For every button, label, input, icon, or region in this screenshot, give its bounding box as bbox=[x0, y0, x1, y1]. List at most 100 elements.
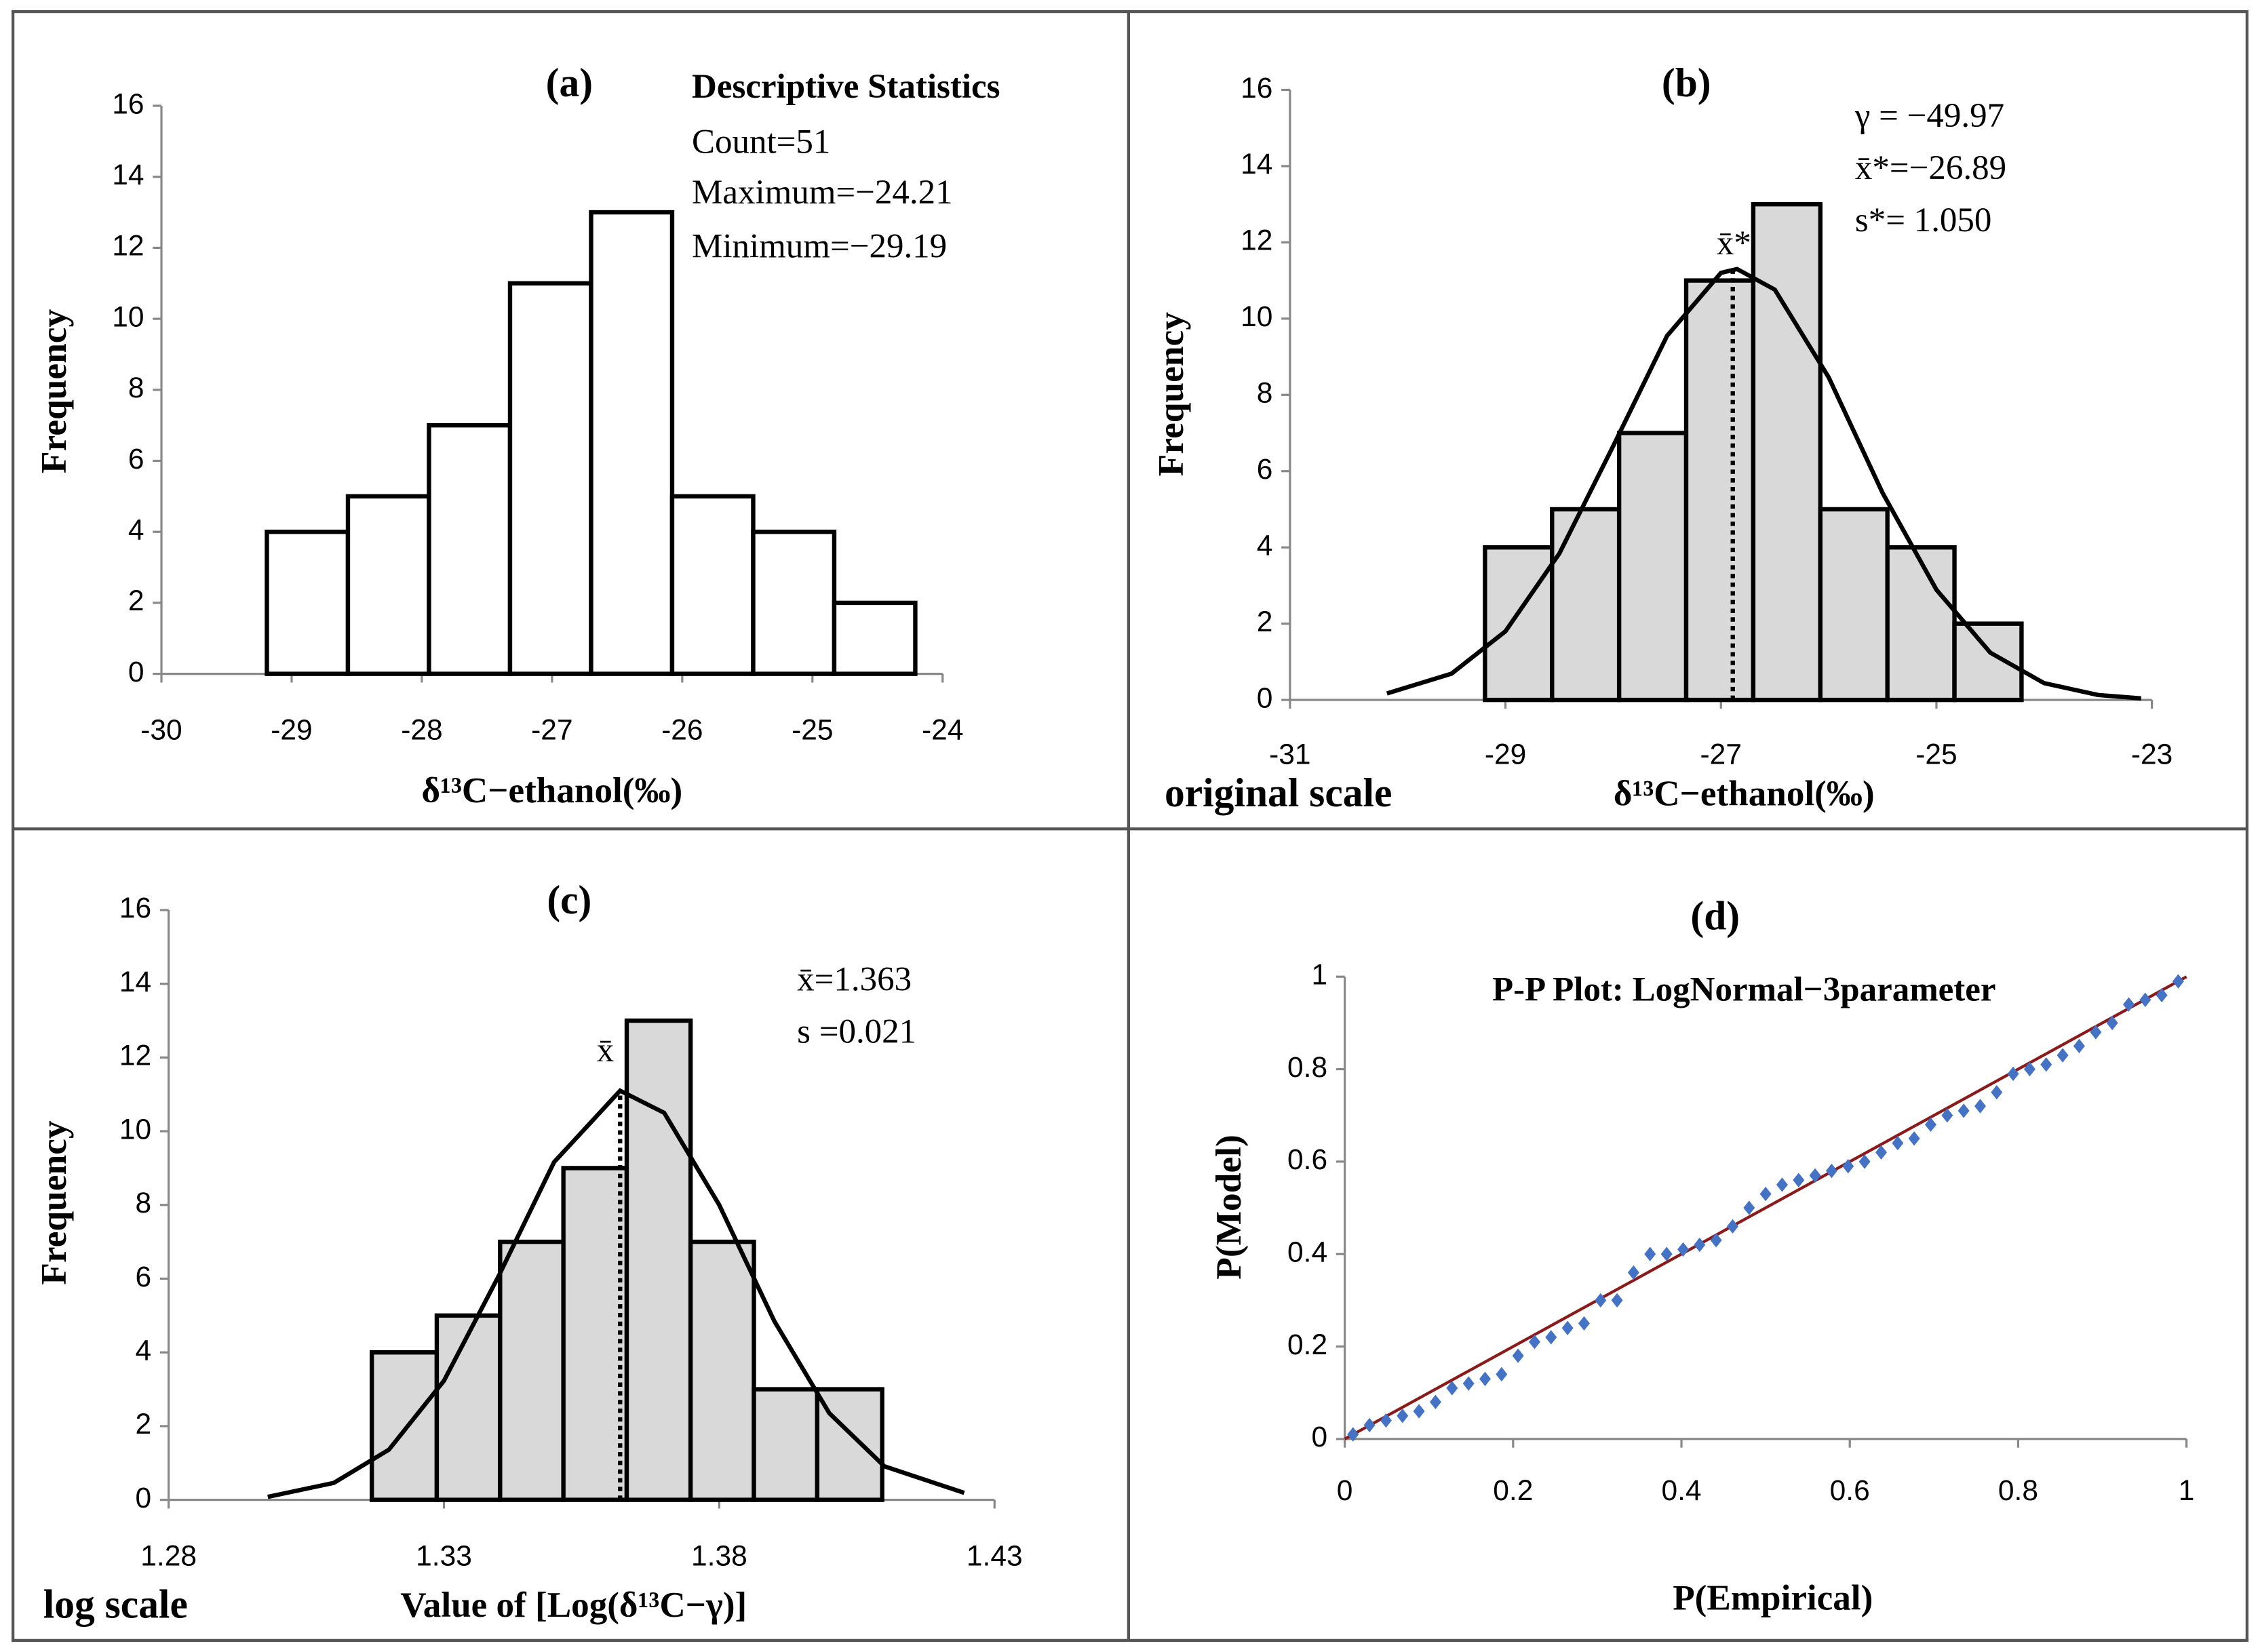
y-tick-label: 10 bbox=[1241, 300, 1272, 333]
y-tick-label: 10 bbox=[119, 1113, 151, 1145]
y-tick-label: 4 bbox=[135, 1334, 151, 1366]
bar bbox=[624, 1018, 693, 1502]
y-tick-label: 16 bbox=[112, 87, 144, 120]
y-axis-label: Frequency bbox=[34, 1120, 74, 1285]
x-axis-label: P(Empirical) bbox=[1673, 1577, 1873, 1617]
bar bbox=[498, 1239, 566, 1502]
y-tick-label: 6 bbox=[1257, 453, 1273, 486]
annotation: x̄=1.363 bbox=[797, 960, 912, 998]
y-tick-label: 0 bbox=[1257, 682, 1273, 714]
x-tick-label: 1.43 bbox=[967, 1539, 1023, 1572]
bar bbox=[589, 210, 675, 676]
data-point bbox=[1578, 1316, 1590, 1331]
fitted-curve bbox=[1386, 267, 2142, 701]
x-tick-label: 0.4 bbox=[1661, 1474, 1701, 1507]
x-axis-label: Value of [Log(δ¹³C−γ)] bbox=[400, 1585, 747, 1625]
y-tick-label: 1 bbox=[1311, 958, 1327, 991]
data-point bbox=[1397, 1409, 1409, 1423]
bar bbox=[1885, 545, 1957, 703]
bar bbox=[265, 530, 351, 676]
x-tick-label: 1.38 bbox=[691, 1539, 747, 1572]
bar bbox=[507, 281, 593, 676]
data-point bbox=[2106, 1015, 2118, 1031]
y-tick-label: 12 bbox=[1241, 224, 1272, 257]
data-point bbox=[1726, 1219, 1738, 1234]
y-axis-label: Frequency bbox=[34, 309, 74, 473]
y-tick-label: 0.4 bbox=[1287, 1236, 1327, 1268]
data-point bbox=[2139, 992, 2151, 1007]
data-point bbox=[1710, 1233, 1722, 1248]
y-tick-label: 0.8 bbox=[1287, 1051, 1327, 1084]
annotation: s =0.021 bbox=[797, 1012, 916, 1050]
data-point bbox=[2007, 1066, 2019, 1082]
y-tick-label: 2 bbox=[128, 585, 144, 617]
data-point bbox=[1842, 1159, 1854, 1174]
x-tick-label: 0.6 bbox=[1830, 1474, 1870, 1507]
data-point bbox=[2073, 1038, 2085, 1054]
bar bbox=[752, 1387, 820, 1502]
bar bbox=[1550, 507, 1622, 703]
data-point bbox=[1413, 1404, 1425, 1419]
y-tick-label: 4 bbox=[128, 513, 144, 546]
mean-label: x̄* bbox=[1717, 224, 1751, 262]
y-tick-label: 14 bbox=[1241, 148, 1272, 180]
data-point bbox=[1759, 1186, 1772, 1202]
y-tick-label: 6 bbox=[128, 443, 144, 475]
bar bbox=[1751, 201, 1823, 703]
y-tick-label: 16 bbox=[119, 892, 151, 924]
y-tick-label: 12 bbox=[112, 230, 144, 262]
scale-label: original scale bbox=[1165, 770, 1392, 815]
data-point bbox=[1825, 1163, 1837, 1179]
bar bbox=[1683, 278, 1756, 703]
data-point bbox=[1545, 1330, 1557, 1345]
data-point bbox=[1660, 1246, 1673, 1261]
annotation: Minimum=−29.19 bbox=[692, 227, 947, 265]
y-tick-label: 14 bbox=[112, 159, 144, 191]
data-point bbox=[1561, 1320, 1574, 1335]
bar bbox=[832, 600, 918, 676]
x-tick-label: 1 bbox=[2179, 1474, 2195, 1507]
bar bbox=[751, 530, 837, 676]
mean-label: x̄ bbox=[597, 1031, 614, 1069]
data-point bbox=[1644, 1246, 1656, 1261]
x-tick-label: 0 bbox=[1337, 1474, 1353, 1507]
x-tick-label: -26 bbox=[661, 713, 703, 746]
y-tick-label: 0 bbox=[1311, 1421, 1327, 1453]
data-point bbox=[1892, 1135, 1904, 1151]
data-point bbox=[1991, 1084, 2003, 1100]
x-tick-label: -28 bbox=[401, 713, 442, 746]
bar bbox=[427, 422, 513, 676]
y-tick-label: 8 bbox=[135, 1187, 151, 1219]
bar bbox=[345, 494, 431, 676]
panel-title: (b) bbox=[1662, 60, 1711, 105]
y-tick-label: 14 bbox=[119, 966, 151, 998]
bar bbox=[669, 494, 756, 676]
x-tick-label: -27 bbox=[531, 713, 572, 746]
y-tick-label: 0.2 bbox=[1287, 1329, 1327, 1361]
x-tick-label: -31 bbox=[1269, 739, 1310, 771]
x-tick-label: -23 bbox=[2131, 739, 2173, 771]
data-point bbox=[1793, 1173, 1805, 1187]
x-tick-label: -27 bbox=[1700, 739, 1742, 771]
data-point bbox=[2040, 1057, 2052, 1072]
panel-title: (c) bbox=[547, 878, 591, 922]
annotation: γ = −49.97 bbox=[1854, 96, 2004, 135]
y-tick-label: 2 bbox=[1257, 606, 1273, 638]
data-point bbox=[1528, 1335, 1540, 1350]
y-tick-label: 0 bbox=[128, 656, 144, 688]
y-tick-label: 8 bbox=[1257, 376, 1273, 409]
data-point bbox=[1694, 1237, 1706, 1253]
annotation: s*= 1.050 bbox=[1855, 201, 1992, 239]
annotation: x̄*=−26.89 bbox=[1855, 149, 2006, 187]
data-point bbox=[1347, 1427, 1359, 1442]
y-axis-label: P(Model) bbox=[1209, 1135, 1249, 1280]
x-tick-label: 1.33 bbox=[416, 1539, 472, 1572]
data-point bbox=[1462, 1376, 1475, 1391]
data-point bbox=[1595, 1293, 1607, 1308]
data-point bbox=[2172, 974, 2184, 989]
data-point bbox=[1858, 1154, 1871, 1169]
bar bbox=[1952, 621, 2024, 703]
panel-title: (a) bbox=[546, 60, 593, 105]
data-point bbox=[2057, 1048, 2069, 1063]
